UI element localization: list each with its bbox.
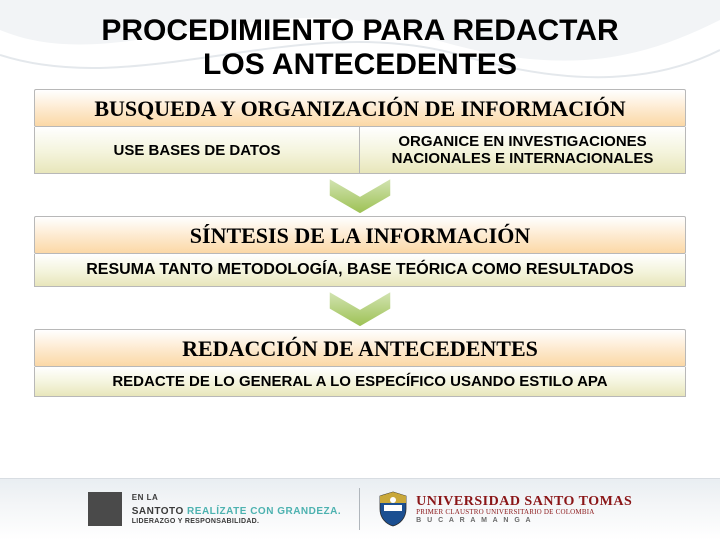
footer: EN LA SANTOTO REALÍZATE CON GRANDEZA. LI… [0,478,720,540]
step-3-sub-text: REDACTE DE LO GENERAL A LO ESPECÍFICO US… [112,373,607,390]
step-2-sub-text: RESUMA TANTO METODOLOGÍA, BASE TEÓRICA C… [86,261,634,278]
step-1-head-text: BUSQUEDA Y ORGANIZACIÓN DE INFORMACIÓN [94,96,625,121]
ust-subtitle: PRIMER CLAUSTRO UNIVERSITARIO DE COLOMBI… [416,509,632,517]
step-2-sub: RESUMA TANTO METODOLOGÍA, BASE TEÓRICA C… [34,254,686,287]
santoto-logo-block: EN LA SANTOTO REALÍZATE CON GRANDEZA. LI… [88,492,341,526]
ust-logo-block: UNIVERSIDAD SANTO TOMAS PRIMER CLAUSTRO … [378,491,632,527]
step-1-left-text: USE BASES DE DATOS [114,142,281,159]
santoto-text: EN LA SANTOTO REALÍZATE CON GRANDEZA. LI… [132,494,341,525]
step-3-head: REDACCIÓN DE ANTECEDENTES [34,329,686,367]
step-1-right-text: ORGANICE EN INVESTIGACIONES NACIONALES E… [366,133,679,167]
santoto-tagline: REALÍZATE CON GRANDEZA. [187,506,341,517]
ust-shield-icon [378,491,408,527]
footer-inner: EN LA SANTOTO REALÍZATE CON GRANDEZA. LI… [0,478,720,540]
santoto-brand: SANTOTO [132,506,184,517]
title-line-2: LOS ANTECEDENTES [203,48,517,81]
step-3-sub: REDACTE DE LO GENERAL A LO ESPECÍFICO US… [34,367,686,397]
down-arrow-icon [325,176,395,216]
step-1-right: ORGANICE EN INVESTIGACIONES NACIONALES E… [360,127,686,174]
slide: PROCEDIMIENTO PARA REDACTAR LOS ANTECEDE… [0,0,720,540]
process-blocks: BUSQUEDA Y ORGANIZACIÓN DE INFORMACIÓN U… [0,81,720,397]
footer-divider [359,488,360,530]
down-arrow-icon [325,289,395,329]
step-2-head-text: SÍNTESIS DE LA INFORMACIÓN [190,223,530,248]
santoto-mark-icon [88,492,122,526]
step-1-subrow: USE BASES DE DATOS ORGANICE EN INVESTIGA… [34,127,686,174]
content-area: PROCEDIMIENTO PARA REDACTAR LOS ANTECEDE… [0,0,720,397]
arrow-1-row [34,174,686,216]
ust-name: UNIVERSIDAD SANTO TOMAS [416,494,632,509]
ust-text: UNIVERSIDAD SANTO TOMAS PRIMER CLAUSTRO … [416,494,632,525]
step-1-head: BUSQUEDA Y ORGANIZACIÓN DE INFORMACIÓN [34,89,686,127]
santoto-line-1: EN LA SANTOTO REALÍZATE CON GRANDEZA. [132,494,341,517]
step-1-left: USE BASES DE DATOS [34,127,360,174]
ust-city: B U C A R A M A N G A [416,517,632,525]
arrow-2-row [34,287,686,329]
santoto-pretext: EN LA [132,494,341,502]
santoto-subline: LIDERAZGO Y RESPONSABILIDAD. [132,518,341,525]
step-2-head: SÍNTESIS DE LA INFORMACIÓN [34,216,686,254]
title-line-1: PROCEDIMIENTO PARA REDACTAR [101,14,618,47]
slide-title: PROCEDIMIENTO PARA REDACTAR LOS ANTECEDE… [0,0,720,81]
step-3-head-text: REDACCIÓN DE ANTECEDENTES [182,336,538,361]
